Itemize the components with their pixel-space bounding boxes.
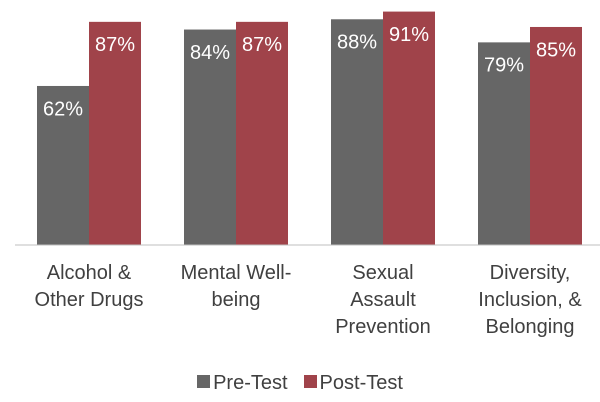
data-label: 87% — [242, 34, 282, 56]
data-label: 91% — [389, 24, 429, 46]
bar — [236, 21, 288, 245]
data-label: 79% — [484, 55, 524, 77]
legend-swatch — [197, 375, 211, 389]
bar — [530, 26, 582, 245]
legend-label: Post-Test — [319, 372, 403, 394]
data-label: 87% — [95, 34, 135, 56]
legend-item: Post-Test — [303, 372, 403, 395]
bar — [331, 19, 383, 246]
data-label: 88% — [337, 32, 377, 54]
x-tick-label: Diversity, Inclusion, & Belonging — [478, 262, 582, 338]
legend-swatch — [303, 375, 317, 389]
x-tick-label: Alcohol & Other Drugs — [34, 262, 144, 311]
legend-item: Pre-Test — [197, 372, 288, 395]
legend: Pre-Test Post-Test — [0, 372, 600, 395]
bar — [383, 11, 435, 245]
data-label: 84% — [190, 42, 230, 64]
data-label: 62% — [43, 98, 83, 120]
data-label: 85% — [536, 39, 576, 61]
x-tick-label: Mental Well-being — [180, 262, 292, 311]
legend-label: Pre-Test — [213, 372, 288, 394]
bar — [37, 85, 89, 245]
bar — [184, 29, 236, 246]
bar — [89, 21, 141, 245]
bar — [478, 42, 530, 245]
x-tick-label: Sexual Assault Prevention — [335, 262, 431, 338]
